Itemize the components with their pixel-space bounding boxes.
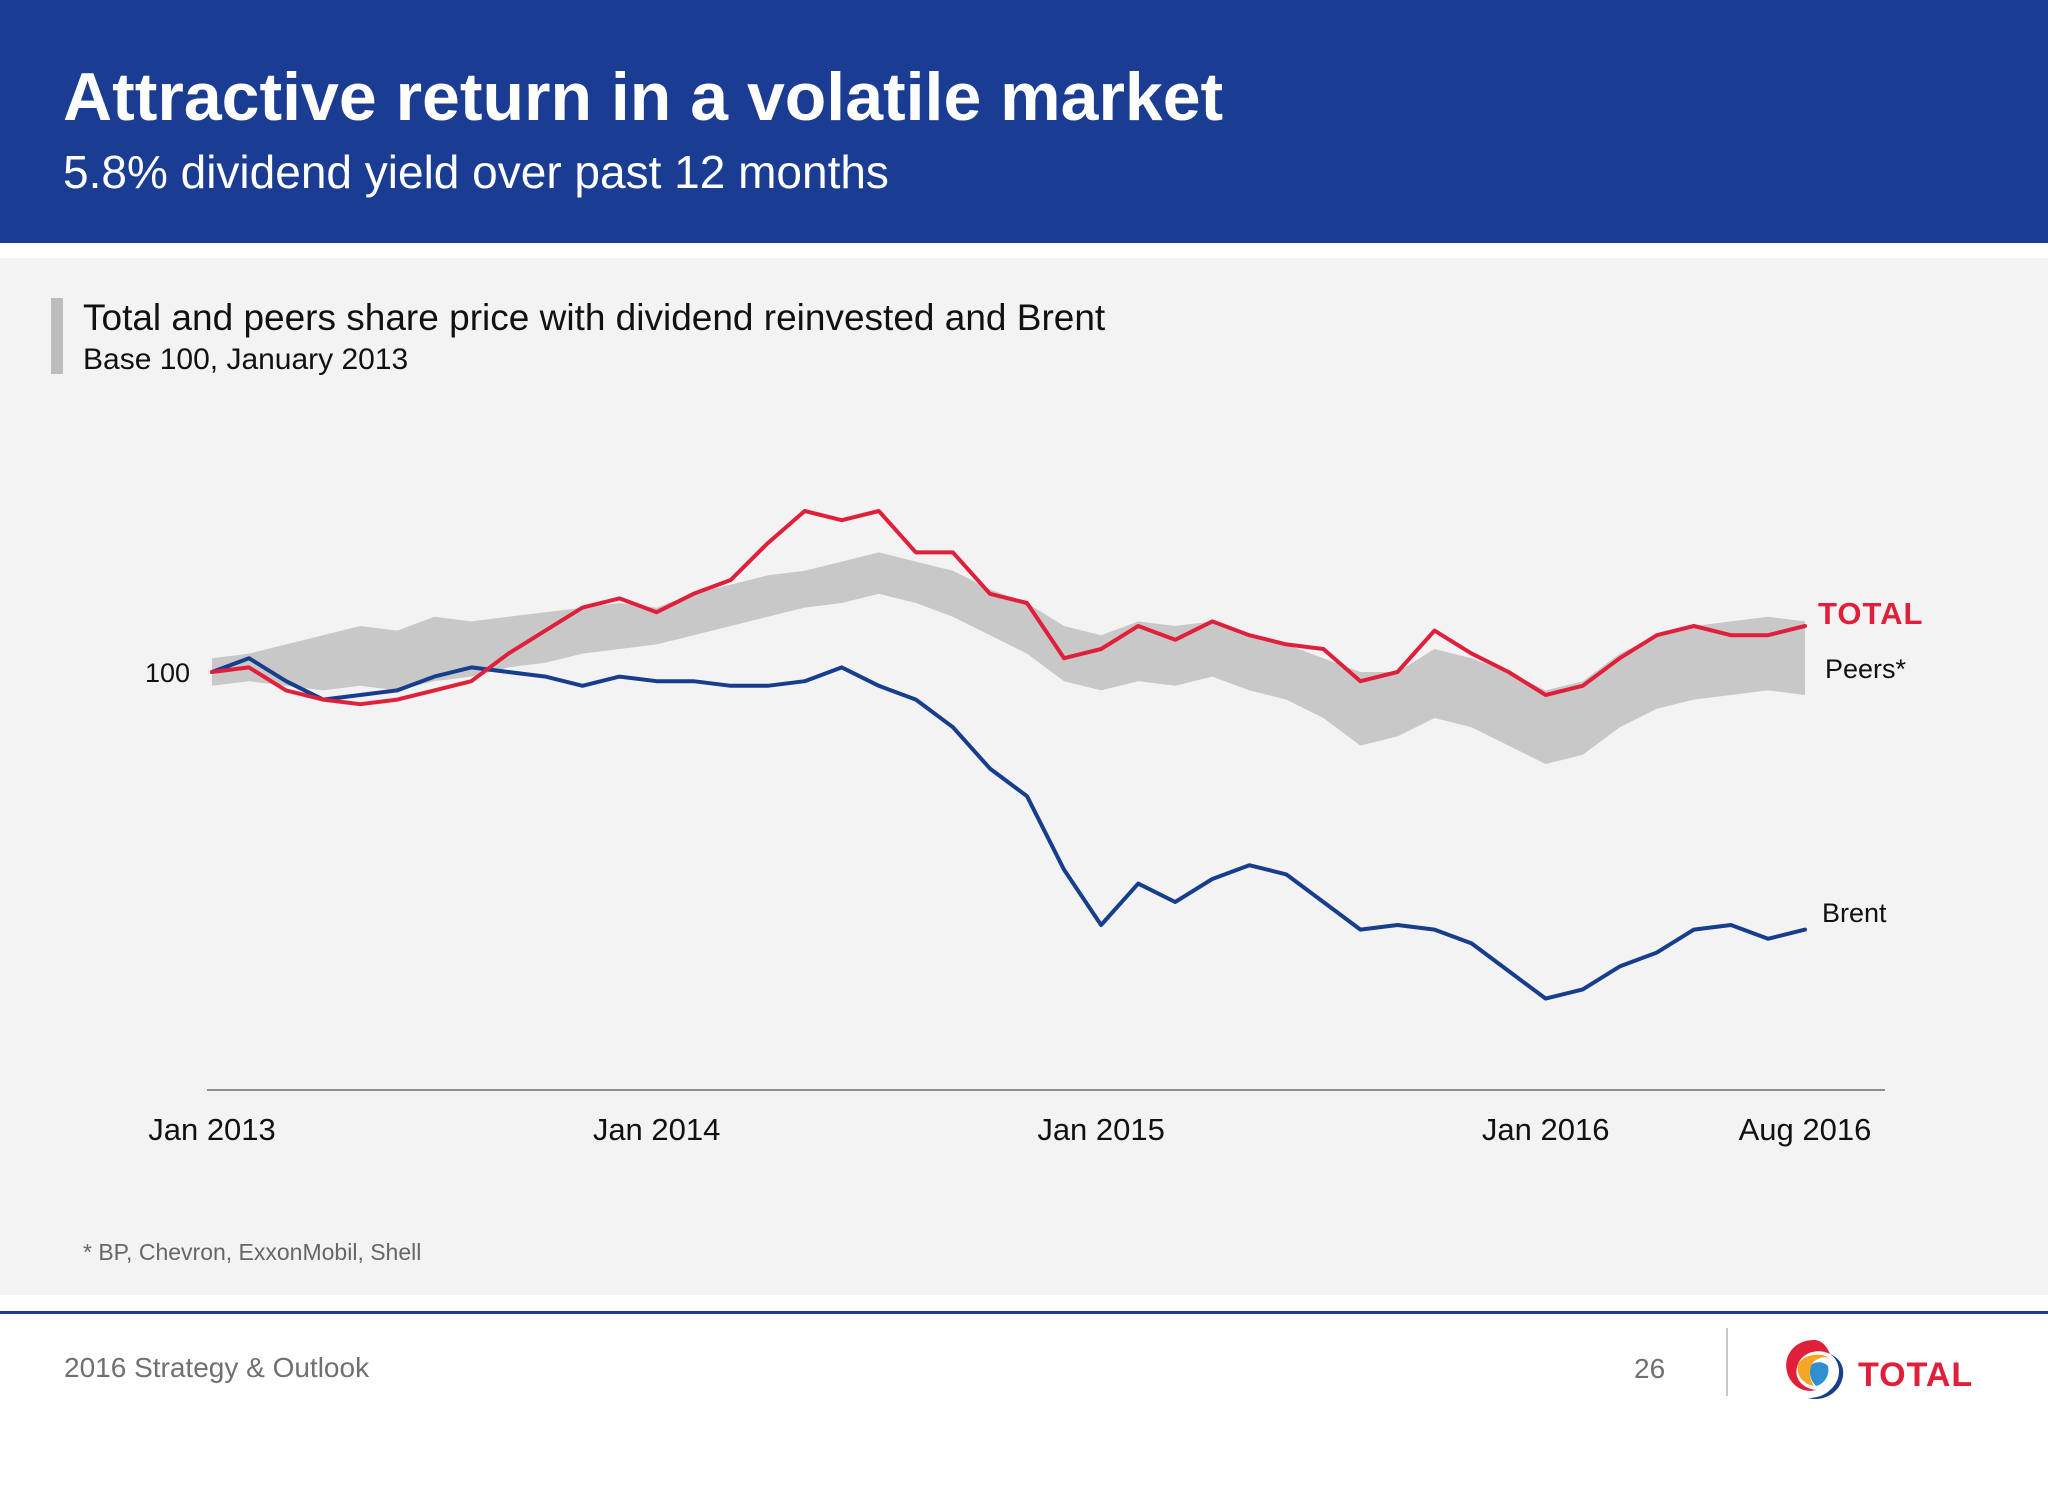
panel-divider [0, 1311, 2048, 1314]
total-logo-wordmark: TOTAL [1858, 1356, 1973, 1394]
series-total-line [210, 509, 1807, 707]
series-peers-band [212, 552, 1805, 764]
chart-subtitle: Base 100, January 2013 [83, 343, 409, 376]
total-logo: TOTAL [1786, 1340, 1973, 1400]
chart-title: Total and peers share price with dividen… [83, 297, 1106, 338]
chart-panel [0, 258, 2048, 1295]
page-number: 26 [1634, 1353, 1666, 1384]
x-tick-label: Aug 2016 [1739, 1112, 1872, 1147]
page-title: Attractive return in a volatile market [63, 59, 1224, 135]
footnote: * BP, Chevron, ExxonMobil, Shell [83, 1239, 422, 1265]
footer-title: 2016 Strategy & Outlook [64, 1352, 370, 1383]
footer-divider [1726, 1328, 1728, 1396]
series-brent-line [210, 656, 1807, 1001]
header-banner: Attractive return in a volatile market 5… [0, 0, 2048, 243]
series-label-brent: Brent [1822, 898, 1887, 928]
x-tick-label: Jan 2014 [593, 1112, 721, 1147]
page-subtitle: 5.8% dividend yield over past 12 months [63, 146, 889, 198]
total-logo-mark-icon [1786, 1340, 1844, 1400]
series-label-total: TOTAL [1818, 596, 1923, 631]
x-tick-label: Jan 2013 [148, 1112, 276, 1147]
y-tick-label-100: 100 [145, 658, 190, 688]
x-tick-label: Jan 2016 [1482, 1112, 1610, 1147]
x-tick-label: Jan 2015 [1037, 1112, 1165, 1147]
chart-title-marker [51, 298, 63, 374]
series-label-peers: Peers* [1825, 654, 1907, 684]
